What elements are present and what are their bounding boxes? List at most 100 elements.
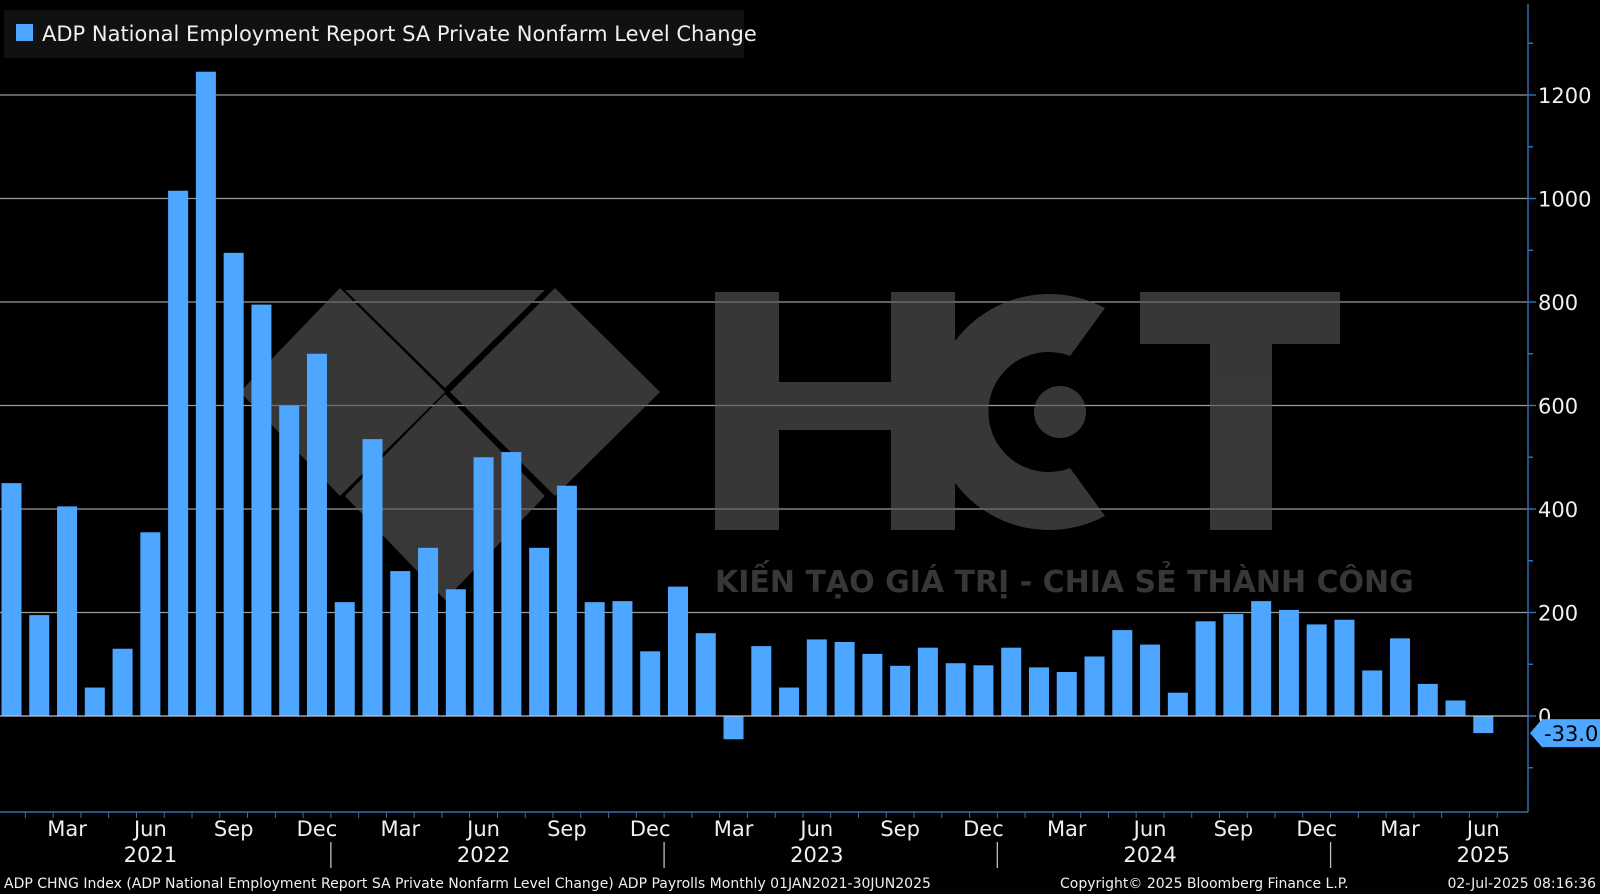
bar-jan-2021 <box>1 483 22 716</box>
bar-sep-2022 <box>556 485 577 716</box>
bar-dec-2023 <box>973 665 994 716</box>
bar-nov-2021 <box>279 405 300 716</box>
x-month-label: Mar <box>1380 817 1420 841</box>
x-month-label: Dec <box>1296 817 1337 841</box>
bar-feb-2022 <box>362 439 383 716</box>
bar-nov-2023 <box>945 663 966 716</box>
bar-jan-2022 <box>334 602 355 716</box>
bar-sep-2024 <box>1223 614 1244 716</box>
x-month-label: Sep <box>880 817 920 841</box>
x-month-label: Jun <box>1465 817 1500 841</box>
legend-box <box>4 10 744 58</box>
x-month-label: Sep <box>1214 817 1254 841</box>
bar-mar-2023 <box>723 716 744 740</box>
bar-jun-2023 <box>806 639 827 716</box>
bar-jun-2025 <box>1473 716 1494 734</box>
bar-aug-2022 <box>529 547 550 716</box>
last-value-label: -33.0 <box>1544 722 1598 746</box>
x-month-label: Mar <box>714 817 754 841</box>
bar-feb-2023 <box>695 633 716 716</box>
x-month-label: Mar <box>380 817 420 841</box>
x-month-label: Sep <box>547 817 587 841</box>
bar-apr-2024 <box>1084 656 1105 716</box>
x-month-label: Dec <box>297 817 338 841</box>
bar-mar-2025 <box>1390 638 1410 716</box>
footer-timestamp: 02-Jul-2025 08:16:36 <box>1447 876 1596 892</box>
bar-feb-2024 <box>1028 667 1049 716</box>
bar-jul-2023 <box>834 641 855 716</box>
bar-oct-2022 <box>584 602 605 716</box>
footer-source: ADP CHNG Index (ADP National Employment … <box>4 876 931 892</box>
y-tick-label: 1200 <box>1538 84 1591 108</box>
bar-aug-2021 <box>195 71 216 716</box>
bar-oct-2024 <box>1251 601 1272 716</box>
y-tick-label: 1000 <box>1538 188 1591 212</box>
bar-apr-2023 <box>751 646 772 716</box>
bar-oct-2023 <box>917 647 938 716</box>
x-month-label: Jun <box>465 817 500 841</box>
bar-jun-2021 <box>140 532 161 716</box>
bar-jan-2023 <box>667 586 688 716</box>
bar-may-2024 <box>1112 630 1133 716</box>
bar-sep-2023 <box>890 665 911 716</box>
bar-oct-2021 <box>251 304 272 716</box>
bar-mar-2022 <box>390 571 411 716</box>
y-tick-label: 400 <box>1538 498 1578 522</box>
x-year-label: 2024 <box>1123 843 1176 867</box>
bar-nov-2024 <box>1278 609 1299 716</box>
bar-jan-2025 <box>1334 619 1355 716</box>
x-month-label: Mar <box>1047 817 1087 841</box>
bar-apr-2025 <box>1417 683 1438 716</box>
bar-dec-2024 <box>1306 624 1327 716</box>
legend-label: ADP National Employment Report SA Privat… <box>42 22 757 46</box>
x-month-label: Mar <box>47 817 87 841</box>
bar-sep-2021 <box>223 252 244 716</box>
watermark-tagline: KIẾN TẠO GIÁ TRỊ - CHIA SẺ THÀNH CÔNG <box>715 560 1414 600</box>
x-month-label: Jun <box>1132 817 1167 841</box>
bar-nov-2022 <box>612 601 633 716</box>
x-month-label: Dec <box>630 817 671 841</box>
bar-aug-2023 <box>862 653 883 716</box>
hct-watermark: KIẾN TẠO GIÁ TRỊ - CHIA SẺ THÀNH CÔNG <box>240 288 1414 600</box>
y-tick-label: 800 <box>1538 291 1578 315</box>
bar-may-2021 <box>112 648 133 716</box>
bar-may-2022 <box>445 589 466 716</box>
bar-jul-2024 <box>1167 692 1188 716</box>
x-month-label: Jun <box>798 817 833 841</box>
x-year-label: 2023 <box>790 843 843 867</box>
x-month-label: Sep <box>214 817 254 841</box>
bar-may-2023 <box>779 687 800 716</box>
bar-feb-2025 <box>1362 670 1383 716</box>
x-year-label: 2021 <box>124 843 177 867</box>
bar-jul-2022 <box>501 452 522 716</box>
footer: ADP CHNG Index (ADP National Employment … <box>4 876 1596 892</box>
hct-logo-lettering <box>715 292 1340 530</box>
bar-apr-2021 <box>84 687 105 716</box>
bar-jun-2022 <box>473 457 494 716</box>
x-month-label: Jun <box>132 817 167 841</box>
x-year-label: 2025 <box>1457 843 1510 867</box>
bar-may-2025 <box>1445 700 1466 716</box>
bar-mar-2021 <box>57 506 78 716</box>
y-tick-label: 200 <box>1538 602 1578 626</box>
footer-copyright: Copyright© 2025 Bloomberg Finance L.P. <box>1060 876 1349 892</box>
legend: ADP National Employment Report SA Privat… <box>4 10 757 58</box>
bar-jul-2021 <box>168 190 189 717</box>
bar-dec-2022 <box>640 651 661 716</box>
bar-series <box>1 71 1494 740</box>
bar-mar-2024 <box>1056 672 1077 716</box>
x-month-label: Dec <box>963 817 1004 841</box>
bar-jan-2024 <box>1001 647 1022 716</box>
bar-jun-2024 <box>1140 644 1161 716</box>
legend-swatch <box>16 24 33 41</box>
bar-feb-2021 <box>29 615 50 716</box>
bar-apr-2022 <box>418 547 439 716</box>
bar-dec-2021 <box>306 353 327 716</box>
last-value-tag <box>1530 719 1600 748</box>
x-year-label: 2022 <box>457 843 510 867</box>
bar-aug-2024 <box>1195 621 1216 716</box>
y-tick-label: 600 <box>1538 395 1578 419</box>
hct-diamond-logo <box>240 288 660 600</box>
